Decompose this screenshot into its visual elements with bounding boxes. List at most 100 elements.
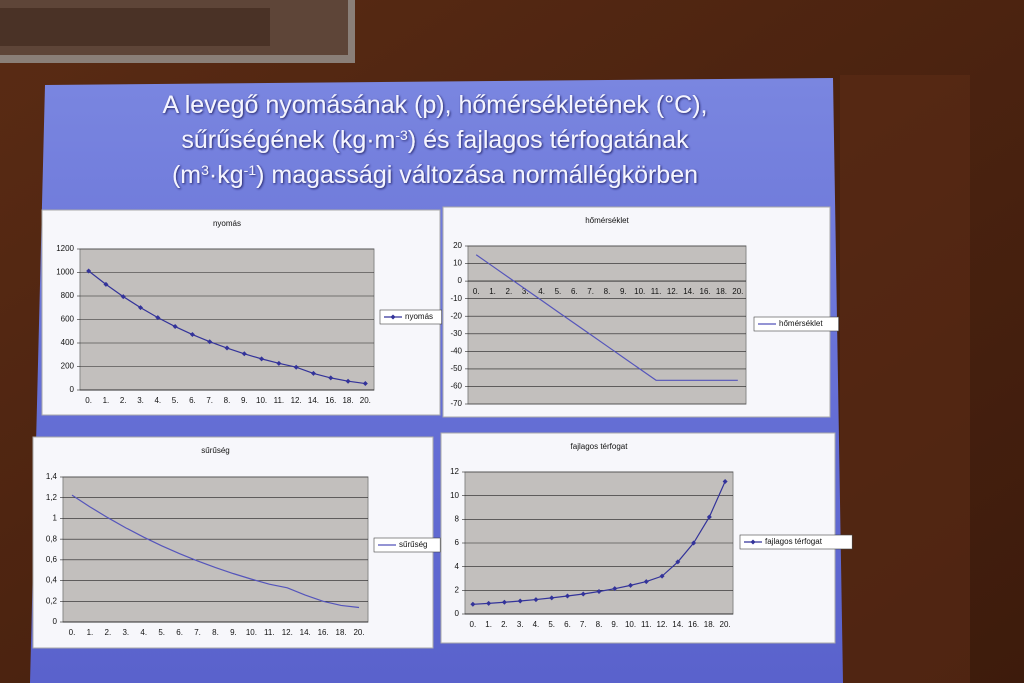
y-tick-label: 0,4 xyxy=(46,576,58,585)
point xyxy=(207,339,213,345)
point xyxy=(549,595,555,601)
x-tick-label: 2. xyxy=(506,287,513,296)
point xyxy=(596,589,602,595)
x-tick-label: 10. xyxy=(625,620,636,629)
y-tick-label: 6 xyxy=(455,538,460,547)
superscript: 3 xyxy=(201,162,209,178)
y-tick-label: 0,8 xyxy=(46,534,58,543)
x-tick-label: 12. xyxy=(667,287,678,296)
y-tick-label: 200 xyxy=(61,362,75,371)
x-tick-label: 0. xyxy=(69,628,76,637)
x-tick-label: 20. xyxy=(360,396,371,405)
x-tick-label: 5. xyxy=(548,620,555,629)
y-tick-label: 0 xyxy=(455,609,460,618)
x-tick-label: 12. xyxy=(291,396,302,405)
point xyxy=(189,332,195,338)
point xyxy=(362,381,368,387)
legend-label: fajlagos térfogat xyxy=(765,537,823,546)
x-tick-label: 9. xyxy=(241,396,248,405)
point xyxy=(628,582,634,588)
y-tick-label: 2 xyxy=(455,585,460,594)
x-tick-label: 16. xyxy=(700,287,711,296)
y-tick-label: 20 xyxy=(453,241,462,250)
x-tick-label: 6. xyxy=(176,628,183,637)
legend: sűrűség xyxy=(373,537,441,553)
superscript: -3 xyxy=(395,127,408,143)
point xyxy=(501,599,507,605)
point xyxy=(659,573,665,579)
superscript: -1 xyxy=(244,162,257,178)
legend-marker xyxy=(750,539,756,545)
legend: hőmérséklet xyxy=(753,316,839,332)
y-tick-label: 0 xyxy=(458,276,463,285)
x-tick-label: 16. xyxy=(688,620,699,629)
point xyxy=(612,586,618,592)
y-tick-label: 1,4 xyxy=(46,472,58,481)
x-tick-label: 3. xyxy=(137,396,144,405)
series-line xyxy=(475,254,738,381)
x-tick-label: 11. xyxy=(641,620,652,629)
x-tick-label: 0. xyxy=(473,287,480,296)
legend-box xyxy=(739,534,853,550)
frame-panel xyxy=(0,8,270,46)
x-tick-label: 9. xyxy=(620,287,627,296)
x-tick-label: 1. xyxy=(103,396,110,405)
x-tick-label: 9. xyxy=(611,620,618,629)
x-tick-label: 14. xyxy=(672,620,683,629)
point xyxy=(103,281,109,287)
x-tick-label: 20. xyxy=(720,620,731,629)
plot-area xyxy=(62,476,369,623)
legend: fajlagos térfogat xyxy=(739,534,853,550)
y-tick-label: -10 xyxy=(450,294,462,303)
y-tick-label: 1 xyxy=(53,514,58,523)
y-tick-label: 1,2 xyxy=(46,493,58,502)
x-tick-label: 6. xyxy=(564,620,571,629)
chart: fajlagos térfogat 0 2 4 6 8 10 12 0. 1. 2. 3. 4. 5. 6.… xyxy=(440,432,853,644)
legend-box xyxy=(379,309,442,325)
x-tick-label: 1. xyxy=(87,628,94,637)
point xyxy=(328,375,334,381)
point xyxy=(486,600,492,606)
y-tick-label: -30 xyxy=(450,329,462,338)
y-tick-label: 0,2 xyxy=(46,596,58,605)
title-text: sűrűségének (kg·m xyxy=(181,126,395,154)
legend: nyomás xyxy=(379,309,442,325)
point xyxy=(722,478,728,484)
y-tick-label: 4 xyxy=(455,562,460,571)
point xyxy=(533,597,539,603)
legend-label: nyomás xyxy=(405,312,433,321)
x-tick-label: 2. xyxy=(501,620,508,629)
x-tick-label: 5. xyxy=(158,628,165,637)
point xyxy=(643,579,649,585)
y-tick-label: 400 xyxy=(61,338,75,347)
x-tick-label: 10. xyxy=(634,287,645,296)
legend-label: sűrűség xyxy=(399,540,427,549)
point xyxy=(706,514,712,520)
chart-title: hőmérséklet xyxy=(585,216,629,225)
y-tick-label: 600 xyxy=(61,315,75,324)
y-tick-label: 0,6 xyxy=(46,555,58,564)
x-tick-label: 4. xyxy=(140,628,147,637)
title-text: ·kg xyxy=(209,161,244,189)
x-tick-label: 20. xyxy=(353,628,364,637)
x-tick-label: 14. xyxy=(683,287,694,296)
legend-label: hőmérséklet xyxy=(779,319,823,328)
point xyxy=(293,364,299,370)
x-tick-label: 11. xyxy=(264,628,275,637)
chart: sűrűség 0 0,2 0,4 0,6 0,8 1 1,2 1,4 0. 1. 2. 3. 4. 5. 6… xyxy=(32,436,441,649)
x-tick-label: 10. xyxy=(256,396,267,405)
x-tick-label: 11. xyxy=(651,287,662,296)
title-text: ) magassági változása normállégkörben xyxy=(256,161,698,189)
point xyxy=(138,305,144,311)
x-tick-label: 12. xyxy=(656,620,667,629)
chart: nyomás 0 200 400 600 800 1000 1200 0. 1. 2. 3. 4. 5. 6… xyxy=(41,209,442,416)
wall-glow xyxy=(840,75,970,683)
x-tick-label: 20. xyxy=(732,287,743,296)
x-tick-label: 4. xyxy=(154,396,161,405)
x-tick-label: 14. xyxy=(308,396,319,405)
x-tick-label: 6. xyxy=(189,396,196,405)
x-tick-label: 18. xyxy=(716,287,727,296)
point xyxy=(470,601,476,607)
